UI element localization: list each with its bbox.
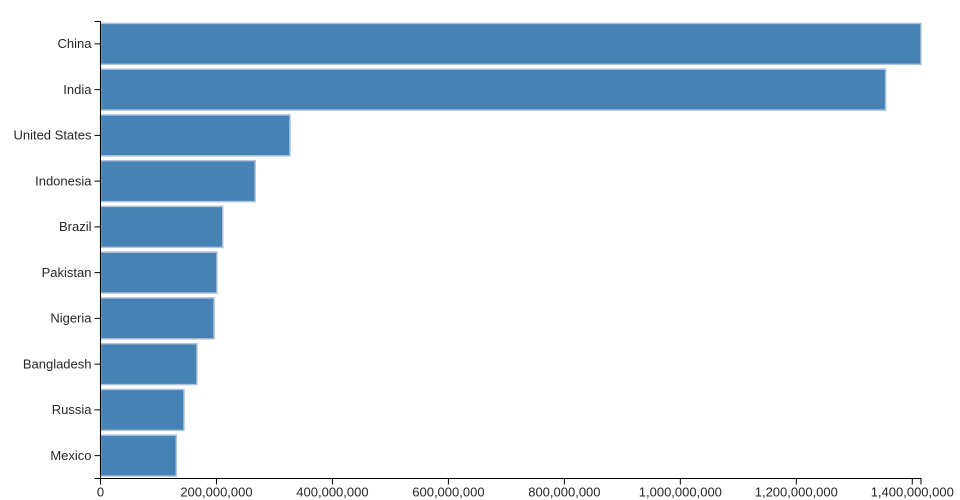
y-label-bangladesh: Bangladesh (23, 356, 92, 371)
x-tick-label-3: 600,000,000 (412, 485, 484, 500)
y-label-indonesia: Indonesia (35, 173, 92, 188)
bar-india (99, 68, 887, 111)
bar-brazil (99, 205, 224, 249)
x-tick-label-2: 400,000,000 (296, 485, 368, 500)
y-axis: China India United States Indonesia Brazil Pa… (13, 21, 101, 479)
bar-russia (99, 388, 185, 432)
x-tick-label-6: 1,200,000,000 (755, 485, 838, 500)
x-tick-label-4: 800,000,000 (528, 485, 600, 500)
bar-pakistan (99, 251, 218, 294)
y-label-russia: Russia (52, 402, 93, 417)
y-label-pakistan: Pakistan (42, 265, 92, 280)
x-tick-label-1: 200,000,000 (180, 485, 252, 500)
bar-indonesia (99, 159, 256, 203)
y-label-mexico: Mexico (50, 448, 91, 463)
bar-mexico (99, 434, 178, 477)
y-label-china: China (58, 36, 93, 51)
x-axis: 0 200,000,000 400,000,000 600,000,000 800,00… (97, 478, 954, 500)
x-tick-label-0: 0 (97, 485, 104, 500)
x-tick-label-5: 1,000,000,000 (639, 485, 722, 500)
y-label-brazil: Brazil (59, 219, 92, 234)
bar-nigeria (99, 297, 215, 340)
x-tick-label-7: 1,400,000,000 (871, 485, 954, 500)
y-label-united-states: United States (13, 128, 92, 143)
bars-layer (99, 22, 922, 477)
bar-bangladesh (99, 342, 198, 386)
y-label-nigeria: Nigeria (50, 311, 92, 326)
bar-united-states (99, 114, 291, 157)
y-axis-domain (94, 21, 101, 479)
bar-china (99, 22, 922, 66)
y-label-india: India (63, 82, 92, 97)
